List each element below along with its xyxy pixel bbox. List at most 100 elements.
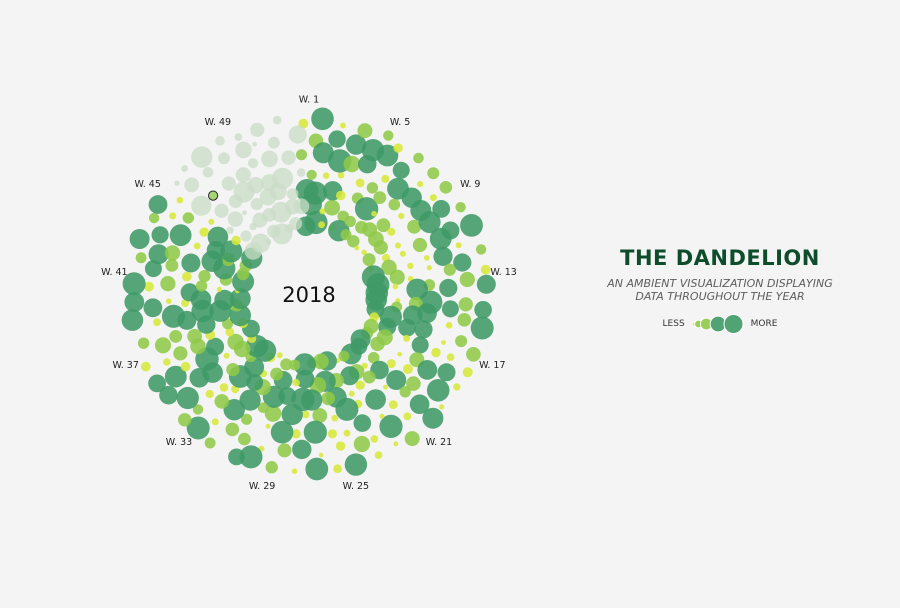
week-dot[interactable] [216,286,222,292]
week-dot[interactable] [474,301,492,319]
week-dot[interactable] [470,316,494,340]
week-dot[interactable] [431,347,441,358]
week-dot[interactable] [265,423,271,429]
week-dot[interactable] [441,300,459,318]
week-dot[interactable] [340,366,360,386]
week-dot[interactable] [276,352,283,359]
week-dot[interactable] [148,212,160,224]
week-dot[interactable] [376,144,399,167]
week-dot[interactable] [206,337,225,356]
week-dot[interactable] [393,441,399,447]
week-dot[interactable] [207,226,229,248]
week-dot[interactable] [453,253,472,272]
week-dot[interactable] [226,363,240,377]
week-dot[interactable] [163,358,171,366]
week-dot[interactable] [184,177,200,193]
week-dot[interactable] [176,386,199,410]
week-dot[interactable] [265,238,272,245]
week-dot[interactable] [180,283,199,302]
week-dot[interactable] [268,136,280,149]
week-dot[interactable] [379,413,385,419]
week-dot[interactable] [409,394,430,415]
week-dot[interactable] [388,400,398,409]
week-dot[interactable] [322,172,330,179]
week-dot[interactable] [191,146,213,168]
week-dot[interactable] [418,211,441,234]
week-dot[interactable] [457,313,472,327]
week-dot[interactable] [270,367,283,381]
week-dot[interactable] [182,271,192,282]
week-dot[interactable] [319,208,326,215]
week-dot[interactable] [306,169,317,180]
week-dot[interactable] [223,352,230,359]
week-dot[interactable] [288,125,307,144]
week-dot[interactable] [426,379,450,402]
week-dot[interactable] [293,353,316,376]
week-dot[interactable] [476,274,496,294]
week-dot[interactable] [214,394,230,409]
week-dot[interactable] [437,363,456,382]
week-dot[interactable] [148,195,168,214]
week-dot[interactable] [270,420,294,444]
week-dot[interactable] [176,196,184,204]
week-dot[interactable] [189,368,210,388]
week-dot[interactable] [446,353,455,362]
week-dot[interactable] [181,253,201,273]
week-dot[interactable] [362,253,376,267]
week-dot[interactable] [399,386,411,398]
week-dot[interactable] [439,181,453,194]
week-dot[interactable] [407,219,422,234]
week-dot[interactable] [354,245,360,251]
highlighted-dot[interactable] [208,190,219,201]
week-dot[interactable] [318,221,325,229]
week-dot[interactable] [366,300,385,318]
week-dot[interactable] [303,181,327,205]
week-dot[interactable] [455,335,468,348]
week-dot[interactable] [247,177,264,194]
week-dot[interactable] [361,249,367,255]
week-dot[interactable] [348,390,355,397]
week-dot[interactable] [182,212,194,224]
week-dot[interactable] [280,358,293,371]
week-dot[interactable] [229,288,251,309]
week-dot[interactable] [173,346,188,361]
week-dot[interactable] [344,453,368,476]
week-dot[interactable] [388,198,401,211]
week-dot[interactable] [397,351,403,357]
week-dot[interactable] [399,250,406,257]
week-dot[interactable] [475,244,487,255]
week-dot[interactable] [271,167,294,189]
week-dot[interactable] [439,278,458,298]
week-dot[interactable] [292,378,300,387]
week-dot[interactable] [304,210,328,235]
week-dot[interactable] [261,150,278,168]
week-dot[interactable] [234,133,243,141]
week-dot[interactable] [226,226,234,234]
week-dot[interactable] [169,224,192,247]
week-dot[interactable] [376,218,391,233]
week-dot[interactable] [370,336,385,352]
week-dot[interactable] [311,107,334,131]
week-dot[interactable] [191,195,212,216]
week-dot[interactable] [343,429,351,437]
week-dot[interactable] [417,181,424,188]
week-dot[interactable] [355,178,365,188]
week-dot[interactable] [361,362,368,369]
week-dot[interactable] [218,152,230,165]
week-dot[interactable] [432,200,451,218]
week-dot[interactable] [161,304,186,328]
week-dot[interactable] [135,252,147,264]
week-dot[interactable] [198,270,211,283]
week-dot[interactable] [383,130,394,141]
week-dot[interactable] [180,361,191,372]
week-dot[interactable] [148,374,167,393]
week-dot[interactable] [289,217,303,230]
week-dot[interactable] [159,385,178,405]
week-dot[interactable] [193,242,201,250]
week-dot[interactable] [238,432,251,446]
week-dot[interactable] [272,115,282,125]
week-dot[interactable] [324,199,340,216]
week-dot[interactable] [429,227,452,250]
week-dot[interactable] [293,198,310,215]
week-dot[interactable] [122,272,146,296]
